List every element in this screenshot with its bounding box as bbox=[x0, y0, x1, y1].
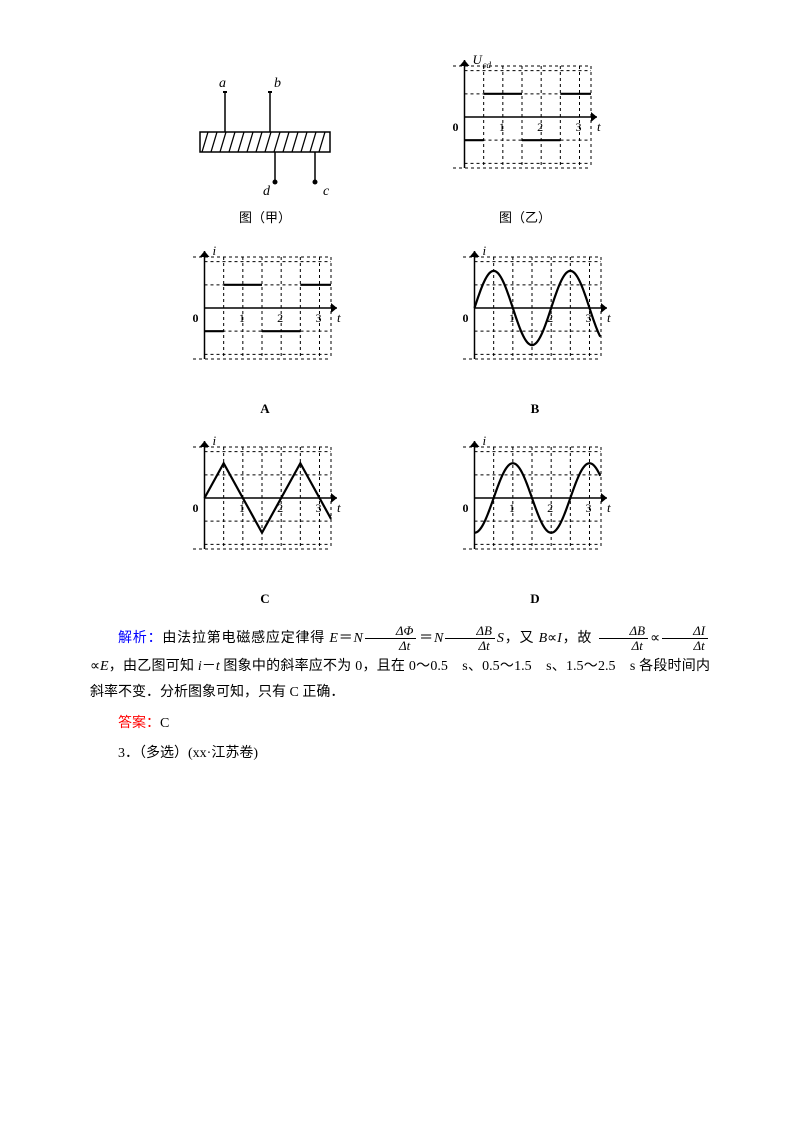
eq-prop3: ∝ bbox=[90, 659, 100, 674]
svg-text:1: 1 bbox=[239, 501, 245, 515]
frac3-den: Δt bbox=[599, 639, 649, 653]
svg-text:3: 3 bbox=[316, 501, 322, 515]
svg-text:i: i bbox=[483, 433, 487, 448]
analysis-text-1: 由法拉第电磁感应定律得 bbox=[162, 631, 329, 646]
label-b: B bbox=[531, 397, 540, 422]
figure-row-2: i t 0 1 2 3 A i t 0 1 2 3 B bbox=[90, 243, 710, 422]
svg-text:cd: cd bbox=[483, 60, 492, 70]
eq-dash: － bbox=[202, 659, 216, 674]
label-d: D bbox=[530, 587, 539, 612]
svg-text:i: i bbox=[483, 243, 487, 258]
eq-E2: E bbox=[100, 659, 109, 674]
label-c: C bbox=[260, 587, 269, 612]
caption-jia: 图（甲） bbox=[239, 206, 291, 231]
eq-sep2: ，故 bbox=[562, 631, 597, 646]
svg-text:0: 0 bbox=[193, 501, 199, 515]
svg-text:a: a bbox=[219, 76, 226, 91]
svg-text:3: 3 bbox=[586, 501, 592, 515]
eq-N2: N bbox=[434, 631, 443, 646]
option-d: i t 0 1 2 3 D bbox=[435, 433, 635, 612]
svg-text:0: 0 bbox=[193, 311, 199, 325]
figure-row-3: i t 0 1 2 3 C i t 0 1 2 3 D bbox=[90, 433, 710, 612]
svg-text:3: 3 bbox=[316, 311, 322, 325]
frac3-num: ΔB bbox=[599, 624, 649, 639]
svg-text:t: t bbox=[337, 500, 341, 515]
frac2-num: ΔB bbox=[445, 624, 495, 639]
svg-text:i: i bbox=[213, 433, 217, 448]
frac1-den: Δt bbox=[365, 639, 417, 653]
analysis-text-2: ，由乙图可知 bbox=[109, 659, 198, 674]
svg-text:0: 0 bbox=[453, 120, 459, 134]
frac-4: ΔIΔt bbox=[662, 624, 708, 654]
svg-text:t: t bbox=[607, 500, 611, 515]
svg-text:1: 1 bbox=[239, 311, 245, 325]
analysis-paragraph: 解析：由法拉第电磁感应定律得 E＝NΔΦΔt＝NΔBΔtS，又 B∝I，故 ΔB… bbox=[90, 624, 710, 707]
figure-row-1: abdc 图（甲） Ucdt0123 图（乙） bbox=[90, 52, 710, 231]
caption-yi: 图（乙） bbox=[499, 206, 551, 231]
frac1-num: ΔΦ bbox=[365, 624, 417, 639]
eq-prop1: ∝ bbox=[547, 631, 557, 646]
frac4-den: Δt bbox=[662, 639, 708, 653]
svg-text:t: t bbox=[607, 310, 611, 325]
eq-eq2: ＝ bbox=[418, 631, 434, 646]
answer-paragraph: 答案：C bbox=[90, 711, 710, 738]
label-a: A bbox=[260, 397, 269, 422]
svg-text:1: 1 bbox=[509, 501, 515, 515]
eq-S: S bbox=[497, 631, 504, 646]
svg-text:3: 3 bbox=[576, 120, 582, 134]
option-a: i t 0 1 2 3 A bbox=[165, 243, 365, 422]
eq-E: E bbox=[329, 631, 338, 646]
frac4-num: ΔI bbox=[662, 624, 708, 639]
svg-text:2: 2 bbox=[537, 120, 543, 134]
eq-B: B bbox=[539, 631, 548, 646]
svg-text:t: t bbox=[337, 310, 341, 325]
svg-text:d: d bbox=[263, 184, 271, 199]
svg-text:2: 2 bbox=[277, 311, 283, 325]
option-b: it0123 B bbox=[435, 243, 635, 422]
svg-text:1: 1 bbox=[499, 120, 505, 134]
svg-text:0: 0 bbox=[463, 501, 469, 515]
frac-2: ΔBΔt bbox=[445, 624, 495, 654]
figure-yi: Ucdt0123 图（乙） bbox=[425, 52, 625, 231]
answer-label: 答案： bbox=[118, 716, 160, 731]
svg-text:2: 2 bbox=[547, 501, 553, 515]
analysis-label: 解析： bbox=[118, 631, 162, 646]
question-3: 3．（多选）(xx·江苏卷) bbox=[90, 741, 710, 768]
eq-eql: ＝ bbox=[338, 631, 354, 646]
svg-text:i: i bbox=[213, 243, 217, 258]
svg-text:c: c bbox=[323, 184, 330, 199]
option-c: it0123 C bbox=[165, 433, 365, 612]
svg-text:b: b bbox=[274, 76, 281, 91]
eq-N1: N bbox=[354, 631, 363, 646]
frac-3: ΔBΔt bbox=[599, 624, 649, 654]
svg-text:0: 0 bbox=[463, 311, 469, 325]
eq-sep1: ，又 bbox=[504, 631, 539, 646]
eq-prop2: ∝ bbox=[650, 631, 660, 646]
answer-value: C bbox=[160, 716, 169, 731]
svg-text:t: t bbox=[597, 119, 601, 134]
frac2-den: Δt bbox=[445, 639, 495, 653]
frac-1: ΔΦΔt bbox=[365, 624, 417, 654]
figure-jia: a b d c 图（甲） bbox=[175, 52, 355, 231]
